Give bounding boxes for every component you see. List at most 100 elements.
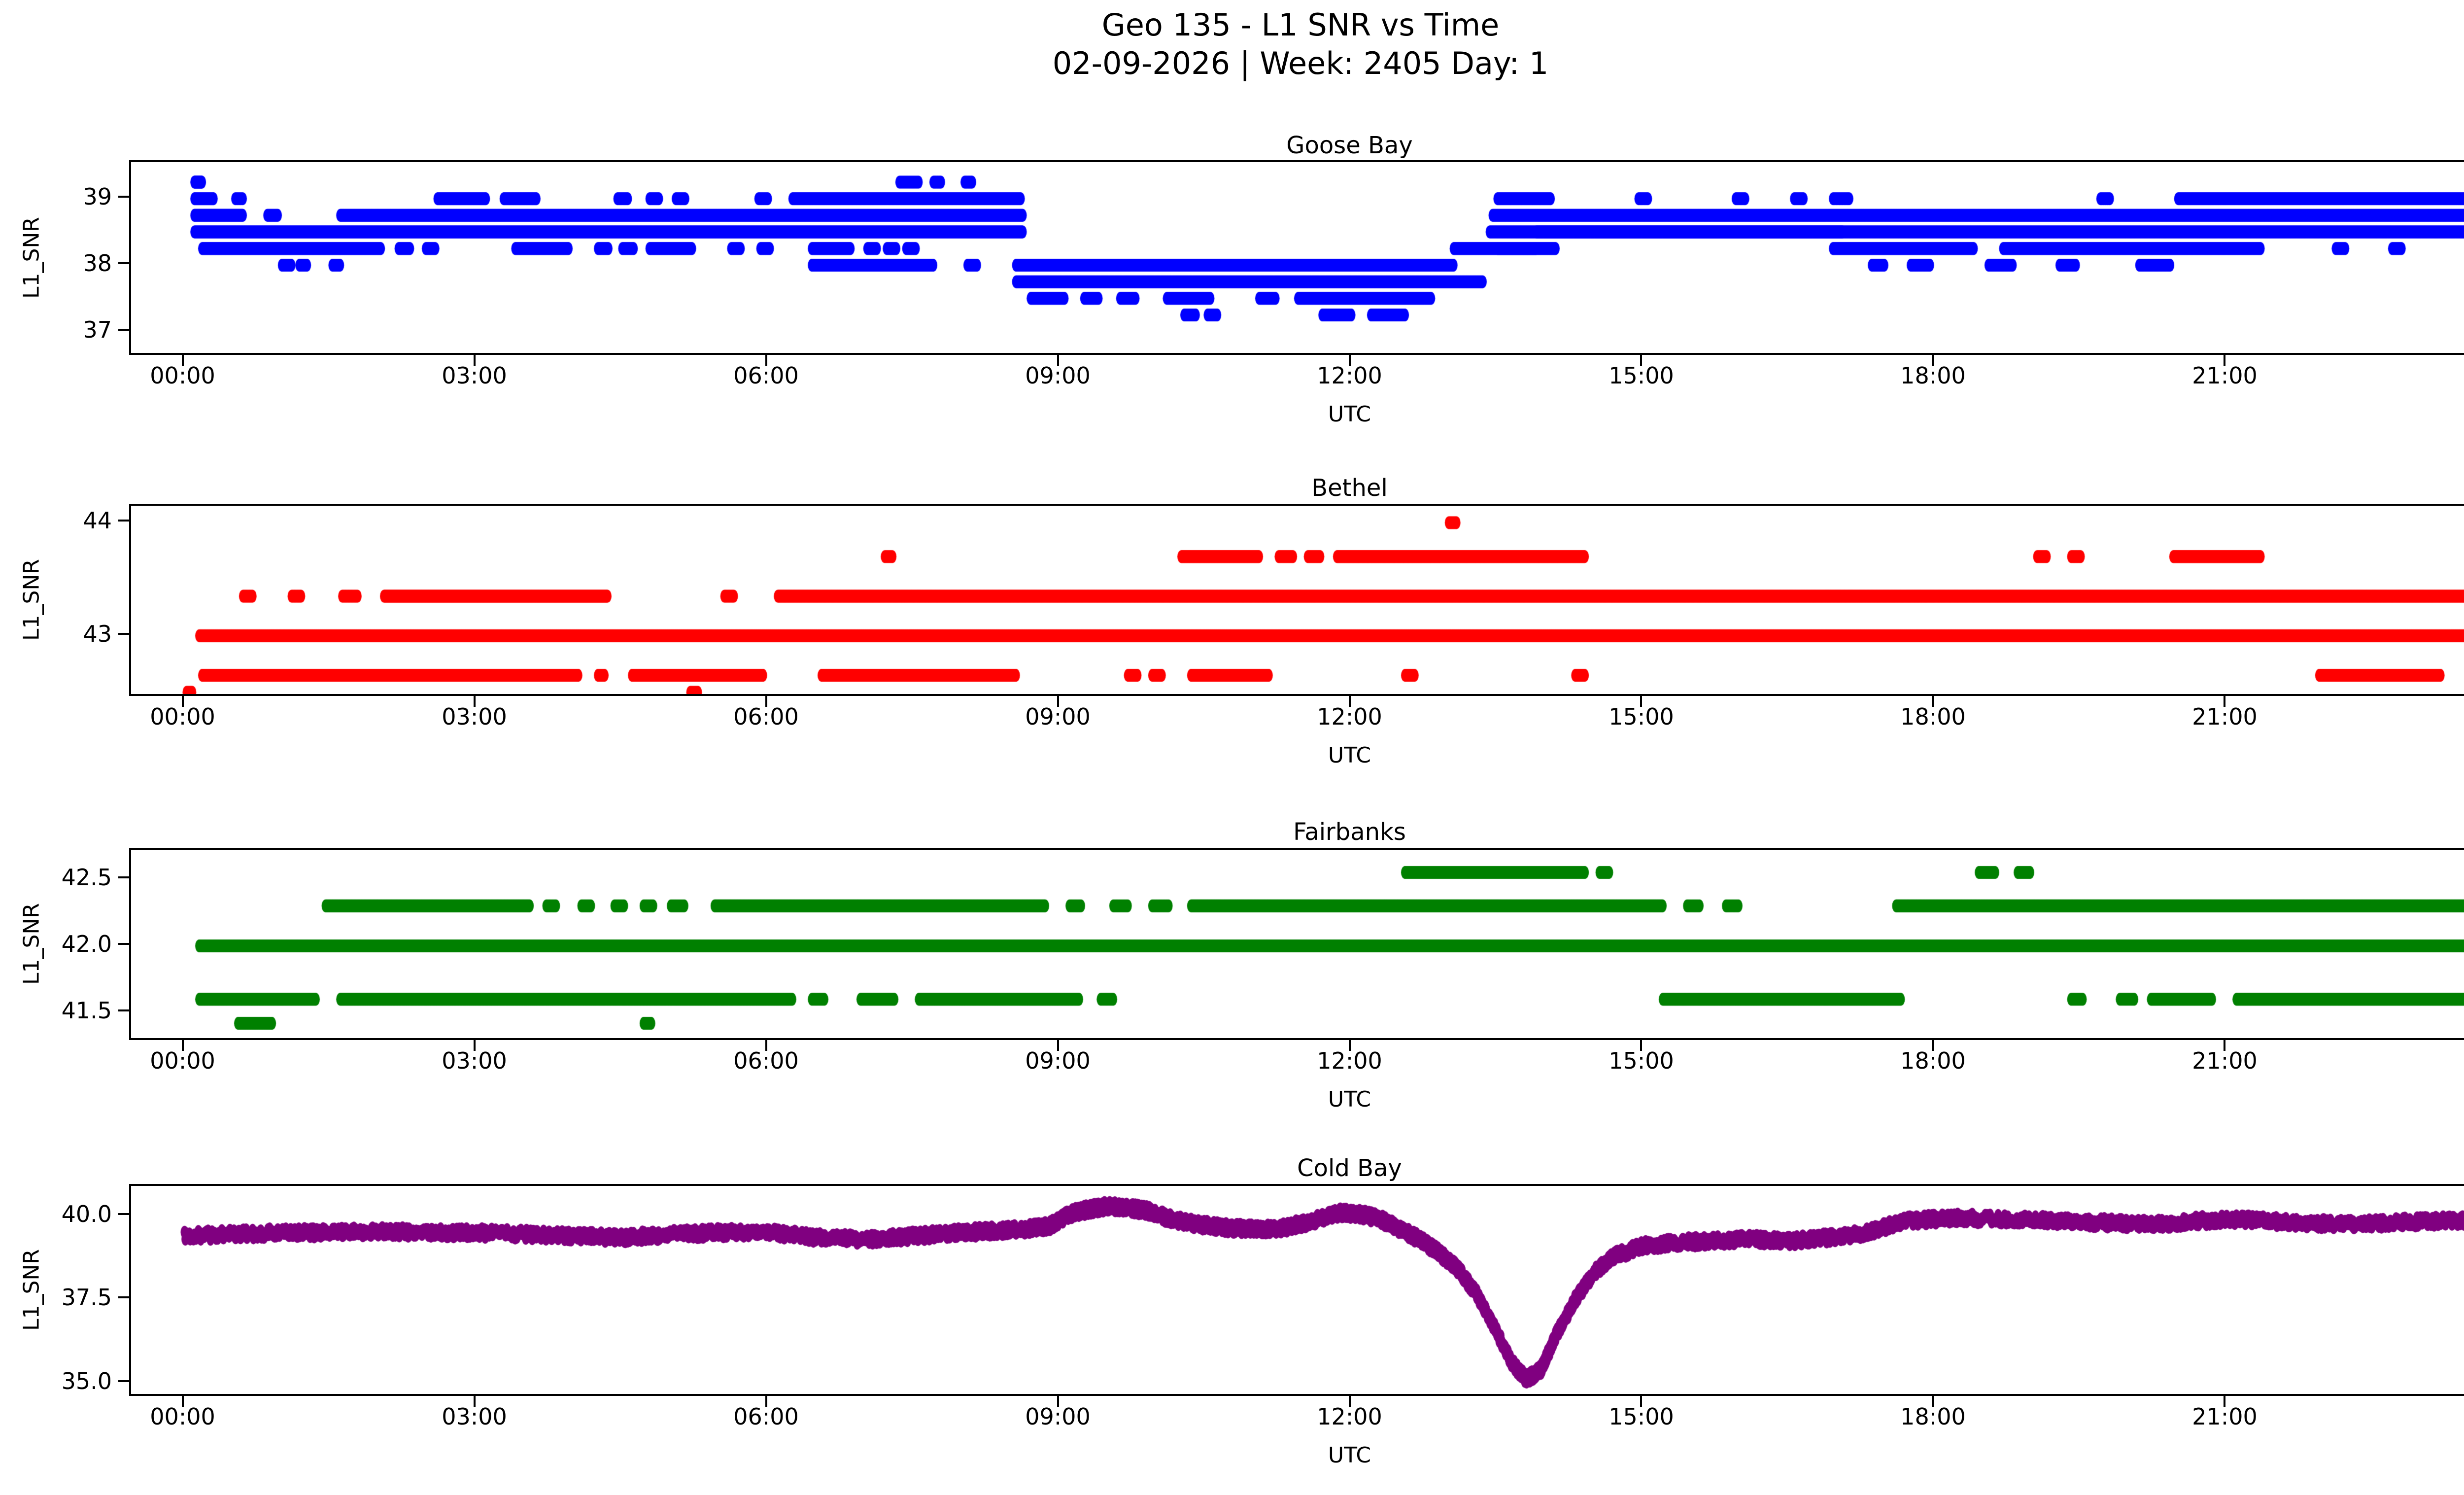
ytick-mark-fairbanks-2 [118, 876, 129, 878]
xtick-label-bethel-2: 06:00 [733, 703, 799, 730]
ytick-mark-fairbanks-0 [118, 1009, 129, 1012]
ytick-mark-bethel-1 [118, 520, 129, 522]
ytick-mark-goose-bay-0 [118, 328, 129, 331]
xtick-label-goose-bay-5: 15:00 [1608, 362, 1674, 389]
xtick-label-cold-bay-2: 06:00 [733, 1403, 799, 1430]
xtick-label-cold-bay-4: 12:00 [1317, 1403, 1382, 1430]
xtick-mark-goose-bay-4 [1348, 355, 1351, 366]
xaxis-label-cold-bay: UTC [1328, 1443, 1371, 1468]
xtick-label-fairbanks-0: 00:00 [150, 1047, 215, 1074]
ytick-label-cold-bay-0: 35.0 [61, 1367, 112, 1394]
xtick-label-bethel-1: 03:00 [442, 703, 507, 730]
subplot-title-fairbanks: Fairbanks [1293, 818, 1406, 846]
xtick-label-fairbanks-7: 21:00 [2192, 1047, 2258, 1074]
subplot-title-bethel: Bethel [1311, 474, 1388, 502]
xtick-label-fairbanks-1: 03:00 [442, 1047, 507, 1074]
scatter-plot-cold-bay [131, 1186, 2464, 1394]
xtick-label-bethel-6: 18:00 [1900, 703, 1966, 730]
xtick-mark-goose-bay-5 [1640, 355, 1643, 366]
axes-cold-bay [129, 1184, 2464, 1396]
xtick-mark-cold-bay-2 [765, 1396, 767, 1407]
xtick-label-fairbanks-2: 06:00 [733, 1047, 799, 1074]
xaxis-label-fairbanks: UTC [1328, 1087, 1371, 1112]
xtick-mark-fairbanks-4 [1348, 1040, 1351, 1051]
xtick-mark-bethel-0 [181, 696, 184, 707]
ytick-label-bethel-0: 43 [83, 620, 112, 647]
xtick-label-cold-bay-7: 21:00 [2192, 1403, 2258, 1430]
subplot-title-cold-bay: Cold Bay [1297, 1154, 1402, 1182]
xtick-mark-fairbanks-7 [2224, 1040, 2226, 1051]
xtick-mark-goose-bay-7 [2224, 355, 2226, 366]
ytick-label-cold-bay-2: 40.0 [61, 1200, 112, 1227]
ytick-label-fairbanks-1: 42.0 [61, 931, 112, 957]
xtick-mark-cold-bay-3 [1057, 1396, 1059, 1407]
xtick-label-cold-bay-0: 00:00 [150, 1403, 215, 1430]
xtick-mark-goose-bay-0 [181, 355, 184, 366]
scatter-plot-fairbanks [131, 850, 2464, 1038]
axes-bethel [129, 504, 2464, 696]
xtick-label-goose-bay-7: 21:00 [2192, 362, 2258, 389]
xtick-mark-fairbanks-5 [1640, 1040, 1643, 1051]
xtick-mark-goose-bay-1 [473, 355, 476, 366]
ytick-mark-cold-bay-2 [118, 1213, 129, 1215]
xtick-mark-bethel-1 [473, 696, 476, 707]
axes-goose-bay [129, 160, 2464, 355]
xtick-label-bethel-4: 12:00 [1317, 703, 1382, 730]
ytick-mark-goose-bay-2 [118, 196, 129, 198]
ytick-label-cold-bay-1: 37.5 [61, 1284, 112, 1311]
xtick-label-goose-bay-0: 00:00 [150, 362, 215, 389]
xtick-mark-fairbanks-1 [473, 1040, 476, 1051]
xtick-label-bethel-3: 09:00 [1025, 703, 1091, 730]
xtick-mark-cold-bay-1 [473, 1396, 476, 1407]
ytick-label-fairbanks-2: 42.5 [61, 864, 112, 891]
xtick-label-fairbanks-3: 09:00 [1025, 1047, 1091, 1074]
xtick-mark-cold-bay-7 [2224, 1396, 2226, 1407]
xtick-label-goose-bay-1: 03:00 [442, 362, 507, 389]
xtick-label-goose-bay-4: 12:00 [1317, 362, 1382, 389]
xtick-label-goose-bay-3: 09:00 [1025, 362, 1091, 389]
xtick-label-fairbanks-6: 18:00 [1900, 1047, 1966, 1074]
xtick-mark-goose-bay-2 [765, 355, 767, 366]
ytick-label-goose-bay-2: 39 [83, 183, 112, 210]
ytick-label-goose-bay-1: 38 [83, 249, 112, 277]
ytick-mark-bethel-0 [118, 632, 129, 635]
ytick-label-bethel-1: 44 [83, 507, 112, 534]
xtick-mark-cold-bay-4 [1348, 1396, 1351, 1407]
xtick-mark-cold-bay-6 [1932, 1396, 1934, 1407]
xaxis-label-goose-bay: UTC [1328, 402, 1371, 427]
xtick-label-bethel-7: 21:00 [2192, 703, 2258, 730]
xtick-mark-bethel-3 [1057, 696, 1059, 707]
xaxis-label-bethel: UTC [1328, 743, 1371, 768]
xtick-mark-fairbanks-0 [181, 1040, 184, 1051]
xtick-mark-bethel-2 [765, 696, 767, 707]
axes-fairbanks [129, 848, 2464, 1040]
xtick-label-cold-bay-5: 15:00 [1608, 1403, 1674, 1430]
scatter-plot-bethel [131, 506, 2464, 694]
xtick-label-goose-bay-6: 18:00 [1900, 362, 1966, 389]
xtick-label-bethel-5: 15:00 [1608, 703, 1674, 730]
xtick-mark-cold-bay-0 [181, 1396, 184, 1407]
xtick-label-cold-bay-3: 09:00 [1025, 1403, 1091, 1430]
xtick-label-goose-bay-2: 06:00 [733, 362, 799, 389]
xtick-label-cold-bay-1: 03:00 [442, 1403, 507, 1430]
xtick-mark-fairbanks-3 [1057, 1040, 1059, 1051]
ytick-mark-fairbanks-1 [118, 943, 129, 945]
xtick-mark-bethel-5 [1640, 696, 1643, 707]
xtick-label-fairbanks-5: 15:00 [1608, 1047, 1674, 1074]
xtick-mark-cold-bay-5 [1640, 1396, 1643, 1407]
ytick-label-goose-bay-0: 37 [83, 316, 112, 343]
xtick-mark-bethel-4 [1348, 696, 1351, 707]
xtick-label-fairbanks-4: 12:00 [1317, 1047, 1382, 1074]
xtick-mark-fairbanks-2 [765, 1040, 767, 1051]
xtick-mark-bethel-6 [1932, 696, 1934, 707]
ytick-mark-cold-bay-1 [118, 1296, 129, 1299]
scatter-plot-goose-bay [131, 162, 2464, 353]
xtick-label-bethel-0: 00:00 [150, 703, 215, 730]
figure-title: Geo 135 - L1 SNR vs Time 02-09-2026 | We… [1052, 7, 1549, 81]
xtick-mark-goose-bay-6 [1932, 355, 1934, 366]
xtick-mark-bethel-7 [2224, 696, 2226, 707]
ytick-label-fairbanks-0: 41.5 [61, 997, 112, 1024]
ytick-mark-cold-bay-0 [118, 1380, 129, 1382]
xtick-mark-goose-bay-3 [1057, 355, 1059, 366]
